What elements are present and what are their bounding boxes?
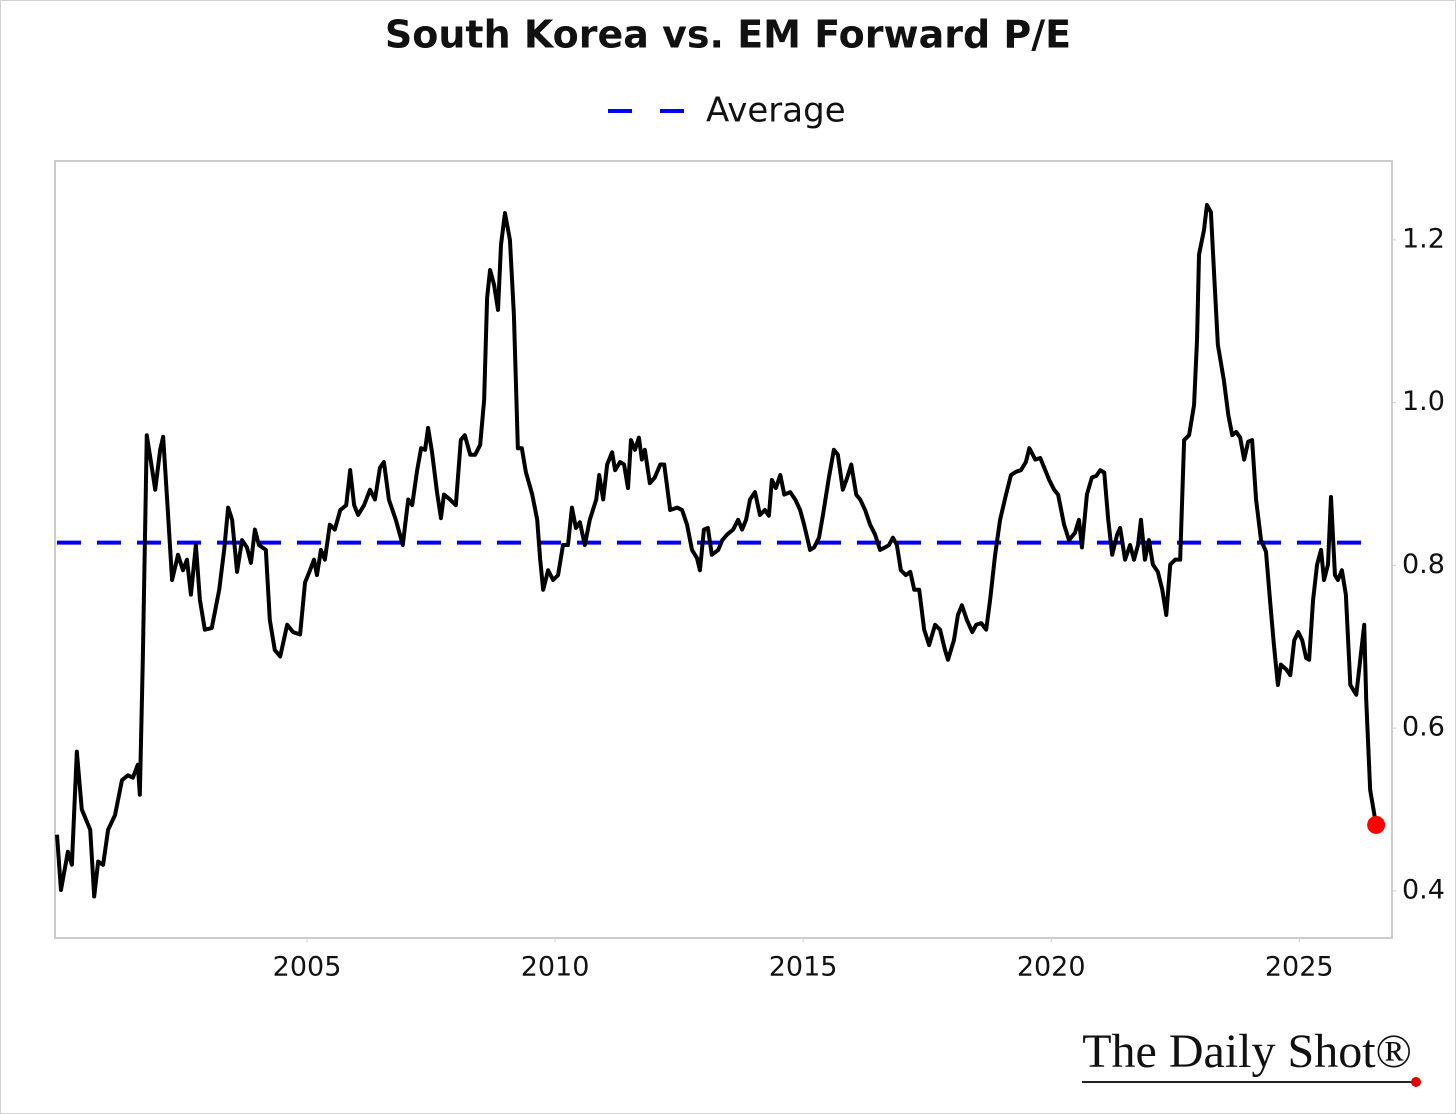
x-tick-label: 2015 xyxy=(769,952,838,983)
y-tick-label: 0.6 xyxy=(1402,712,1445,743)
chart-title: South Korea vs. EM Forward P/E xyxy=(385,13,1071,57)
legend-label: Average xyxy=(706,91,846,131)
x-tick-label: 2020 xyxy=(1017,952,1086,983)
x-tick-label: 2025 xyxy=(1265,952,1334,983)
last-point-marker xyxy=(1367,815,1386,834)
logo-dot xyxy=(1411,1077,1421,1087)
x-tick-label: 2005 xyxy=(273,952,342,983)
plot-frame xyxy=(54,160,1393,939)
source-logo: The Daily Shot® xyxy=(1082,1025,1412,1078)
data-line xyxy=(54,202,1379,899)
y-tick-label: 0.4 xyxy=(1402,874,1445,905)
y-tick-label: 0.8 xyxy=(1402,549,1445,580)
x-tick-label: 2010 xyxy=(521,952,590,983)
y-tick-label: 1.2 xyxy=(1402,223,1445,254)
y-tick-label: 1.0 xyxy=(1402,386,1445,417)
